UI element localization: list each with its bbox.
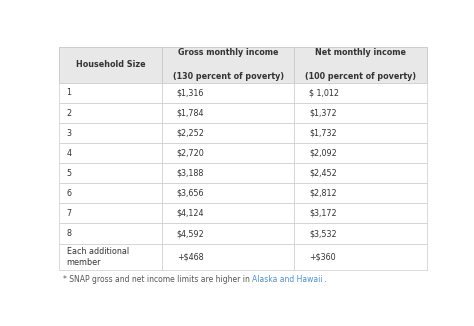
Text: 1: 1	[66, 88, 72, 97]
FancyBboxPatch shape	[162, 103, 294, 123]
Text: $4,124: $4,124	[177, 209, 204, 218]
FancyBboxPatch shape	[59, 244, 162, 270]
FancyBboxPatch shape	[294, 47, 427, 83]
Text: Alaska and Hawaii: Alaska and Hawaii	[252, 275, 323, 284]
FancyBboxPatch shape	[294, 203, 427, 224]
Text: Gross monthly income

(130 percent of poverty): Gross monthly income (130 percent of pov…	[173, 49, 284, 81]
Text: 8: 8	[66, 229, 72, 238]
FancyBboxPatch shape	[59, 83, 162, 103]
Text: $1,316: $1,316	[177, 88, 204, 97]
Text: .: .	[323, 275, 325, 284]
Text: 6: 6	[66, 189, 72, 198]
Text: $ 1,012: $ 1,012	[309, 88, 339, 97]
FancyBboxPatch shape	[59, 47, 162, 83]
FancyBboxPatch shape	[162, 47, 294, 83]
Text: 5: 5	[66, 169, 72, 178]
Text: $1,372: $1,372	[309, 109, 337, 118]
FancyBboxPatch shape	[294, 123, 427, 143]
Text: Net monthly income

(100 percent of poverty): Net monthly income (100 percent of pover…	[305, 49, 416, 81]
FancyBboxPatch shape	[162, 123, 294, 143]
Text: * SNAP gross and net income limits are higher in: * SNAP gross and net income limits are h…	[63, 275, 252, 284]
FancyBboxPatch shape	[162, 163, 294, 183]
Text: +$360: +$360	[309, 252, 336, 261]
FancyBboxPatch shape	[59, 143, 162, 163]
Text: $4,592: $4,592	[177, 229, 205, 238]
Text: 7: 7	[66, 209, 72, 218]
FancyBboxPatch shape	[162, 203, 294, 224]
FancyBboxPatch shape	[294, 83, 427, 103]
Text: $3,532: $3,532	[309, 229, 337, 238]
FancyBboxPatch shape	[59, 203, 162, 224]
FancyBboxPatch shape	[294, 103, 427, 123]
FancyBboxPatch shape	[59, 123, 162, 143]
Text: $2,252: $2,252	[177, 129, 205, 138]
Text: $2,812: $2,812	[309, 189, 337, 198]
Text: $1,784: $1,784	[177, 109, 204, 118]
FancyBboxPatch shape	[162, 244, 294, 270]
Text: $3,188: $3,188	[177, 169, 204, 178]
FancyBboxPatch shape	[162, 183, 294, 203]
Text: 2: 2	[66, 109, 72, 118]
FancyBboxPatch shape	[162, 143, 294, 163]
FancyBboxPatch shape	[294, 143, 427, 163]
Text: $2,092: $2,092	[309, 149, 337, 158]
FancyBboxPatch shape	[294, 244, 427, 270]
FancyBboxPatch shape	[59, 224, 162, 244]
Text: $1,732: $1,732	[309, 129, 337, 138]
FancyBboxPatch shape	[59, 103, 162, 123]
Text: $2,720: $2,720	[177, 149, 205, 158]
FancyBboxPatch shape	[294, 183, 427, 203]
FancyBboxPatch shape	[59, 183, 162, 203]
Text: 4: 4	[66, 149, 72, 158]
Text: $3,656: $3,656	[177, 189, 204, 198]
Text: 3: 3	[66, 129, 72, 138]
FancyBboxPatch shape	[59, 163, 162, 183]
Text: +$468: +$468	[177, 252, 203, 261]
Text: $2,452: $2,452	[309, 169, 337, 178]
FancyBboxPatch shape	[162, 224, 294, 244]
FancyBboxPatch shape	[162, 83, 294, 103]
FancyBboxPatch shape	[294, 163, 427, 183]
Text: Household Size: Household Size	[76, 60, 146, 69]
FancyBboxPatch shape	[294, 224, 427, 244]
Text: Each additional
member: Each additional member	[66, 247, 129, 267]
Text: $3,172: $3,172	[309, 209, 337, 218]
